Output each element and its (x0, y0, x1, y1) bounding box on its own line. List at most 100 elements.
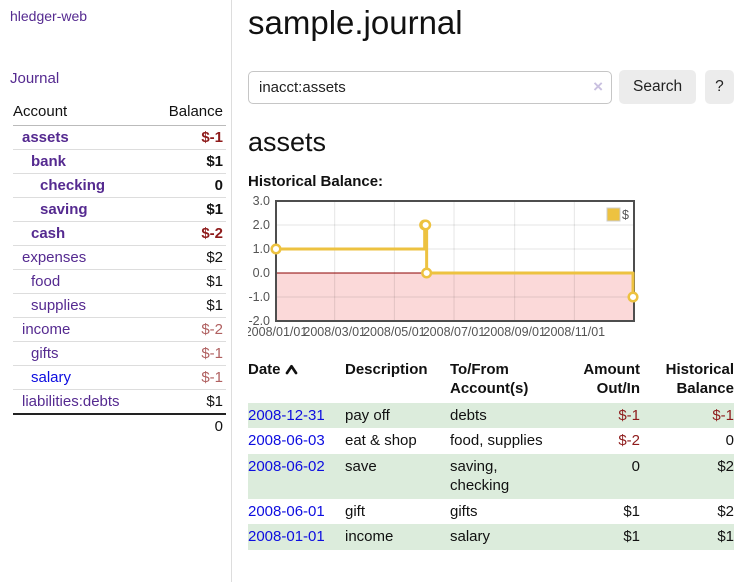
transaction-balance: $1 (717, 528, 734, 545)
account-row: bank $1 (13, 149, 226, 174)
sidebar-account-link[interactable]: food (31, 273, 61, 290)
transaction-row: 2008-12-31 pay off debts $-1 $-1 (248, 402, 734, 428)
tx-header-balance: Historical Balance (665, 361, 734, 397)
transaction-accounts: salary (450, 528, 491, 545)
transaction-description: gift (345, 502, 366, 520)
sidebar-account-link[interactable]: income (22, 321, 71, 338)
account-balance: $-1 (151, 125, 226, 150)
sort-asc-icon (285, 364, 297, 375)
sidebar-account-link[interactable]: assets (22, 129, 69, 146)
account-row: liabilities:debts $1 (13, 389, 226, 414)
account-balance: $1 (151, 389, 226, 414)
sidebar: hledger-web Journal Account Balance asse… (0, 0, 232, 582)
transactions-table: Date Description To/From Account(s) Amou… (248, 359, 734, 550)
transaction-amount: $-2 (618, 432, 640, 449)
transaction-date-link[interactable]: 2008-06-02 (248, 457, 325, 475)
account-balance: 0 (151, 173, 226, 198)
account-row: expenses $2 (13, 245, 226, 270)
sidebar-account-link[interactable]: checking (40, 177, 106, 194)
x-tick-label: 2008/03/01 (303, 325, 366, 339)
y-tick-label: -1.0 (248, 290, 270, 304)
account-row: saving $1 (13, 197, 226, 222)
account-balance: $-2 (151, 221, 226, 246)
tx-header-date[interactable]: Date (248, 359, 345, 403)
account-row: food $1 (13, 269, 226, 294)
transaction-balance: $-1 (712, 406, 734, 424)
accounts-table: Account Balance assets $-1 bank $1 checking 0… (13, 100, 226, 438)
data-point-marker (627, 291, 639, 303)
transaction-description: eat & shop (345, 432, 417, 449)
transaction-amount: $1 (623, 502, 640, 520)
data-point-marker (270, 243, 282, 255)
account-row: supplies $1 (13, 293, 226, 318)
transaction-accounts: food, supplies (450, 432, 543, 449)
sidebar-account-link[interactable]: gifts (31, 345, 59, 362)
page-title: sample.journal (248, 4, 463, 41)
transaction-date-link[interactable]: 2008-06-01 (248, 502, 325, 520)
account-balance: $-2 (151, 317, 226, 342)
sidebar-item-journal[interactable]: Journal (10, 70, 60, 87)
y-tick-label: 0.0 (253, 266, 270, 280)
legend-swatch (606, 207, 621, 222)
y-tick-label: 1.0 (253, 242, 270, 256)
account-balance: $2 (151, 245, 226, 270)
search-input-wrap: × (248, 70, 612, 104)
clear-search-icon[interactable]: × (593, 76, 603, 96)
main-content: sample.journal × Search ? assets Histori… (248, 0, 738, 550)
sidebar-account-link[interactable]: supplies (31, 297, 87, 314)
sidebar-account-link[interactable]: liabilities:debts (22, 393, 120, 410)
account-balance: $-1 (151, 341, 226, 366)
accounts-total-row: 0 (13, 413, 226, 438)
transaction-description: pay off (345, 406, 390, 424)
transaction-date-link[interactable]: 2008-01-01 (248, 528, 325, 545)
accounts-header-account: Account (13, 100, 152, 126)
account-balance: $1 (151, 197, 226, 222)
transaction-accounts: gifts (450, 502, 478, 520)
x-tick-label: 2008/05/01 (363, 325, 426, 339)
account-balance: $1 (151, 293, 226, 318)
transaction-description: income (345, 528, 394, 545)
transaction-amount: $1 (623, 528, 640, 545)
transaction-balance: 0 (725, 432, 734, 449)
tx-header-amount: Amount Out/In (583, 361, 640, 397)
sidebar-account-link[interactable]: cash (31, 225, 66, 242)
transaction-date-link[interactable]: 2008-12-31 (248, 406, 325, 424)
sidebar-account-link[interactable]: saving (40, 201, 88, 218)
tx-header-accounts: To/From Account(s) (450, 361, 529, 397)
historical-balance-chart: 3.0 2.0 1.0 0.0 -1.0 -2.02008/01/012008/03/01… (248, 196, 639, 339)
transaction-date-link[interactable]: 2008-06-03 (248, 432, 325, 449)
chart-title: Historical Balance: (248, 173, 384, 190)
sidebar-account-link[interactable]: bank (31, 153, 67, 170)
transaction-row: 2008-06-03 eat & shop food, supplies $-2 0 (248, 428, 734, 454)
x-tick-label: 2008/01/01 (248, 325, 307, 339)
transaction-row: 2008-06-02 save saving, checking 0 $2 (248, 453, 734, 499)
transaction-description: save (345, 457, 377, 475)
sidebar-account-link[interactable]: salary (31, 369, 72, 386)
y-tick-label: -2.0 (248, 314, 270, 328)
search-input[interactable] (248, 70, 612, 104)
transaction-accounts: debts (450, 406, 487, 424)
tx-header-description: Description (345, 361, 428, 378)
plot-border (275, 200, 635, 322)
account-row: checking 0 (13, 173, 226, 198)
transaction-balance: $2 (717, 502, 734, 520)
account-balance: $1 (151, 269, 226, 294)
data-point-marker (421, 267, 433, 279)
accounts-header-balance: Balance (151, 100, 226, 126)
transaction-amount: $-1 (618, 406, 640, 424)
transaction-row: 2008-01-01 income salary $1 $1 (248, 524, 734, 550)
account-row: gifts $-1 (13, 341, 226, 366)
transaction-accounts: saving, checking (450, 457, 510, 495)
sidebar-account-link[interactable]: expenses (22, 249, 87, 266)
account-row: cash $-2 (13, 221, 226, 246)
account-row: salary $-1 (13, 365, 226, 390)
help-button[interactable]: ? (705, 70, 734, 104)
brand-link[interactable]: hledger-web (10, 8, 88, 24)
legend-label: $ (622, 208, 629, 222)
account-balance: $1 (151, 149, 226, 174)
account-row: income $-2 (13, 317, 226, 342)
accounts-total-value: 0 (151, 413, 226, 438)
data-point-marker (420, 219, 432, 231)
search-button[interactable]: Search (619, 70, 697, 104)
y-tick-label: 3.0 (253, 196, 270, 208)
